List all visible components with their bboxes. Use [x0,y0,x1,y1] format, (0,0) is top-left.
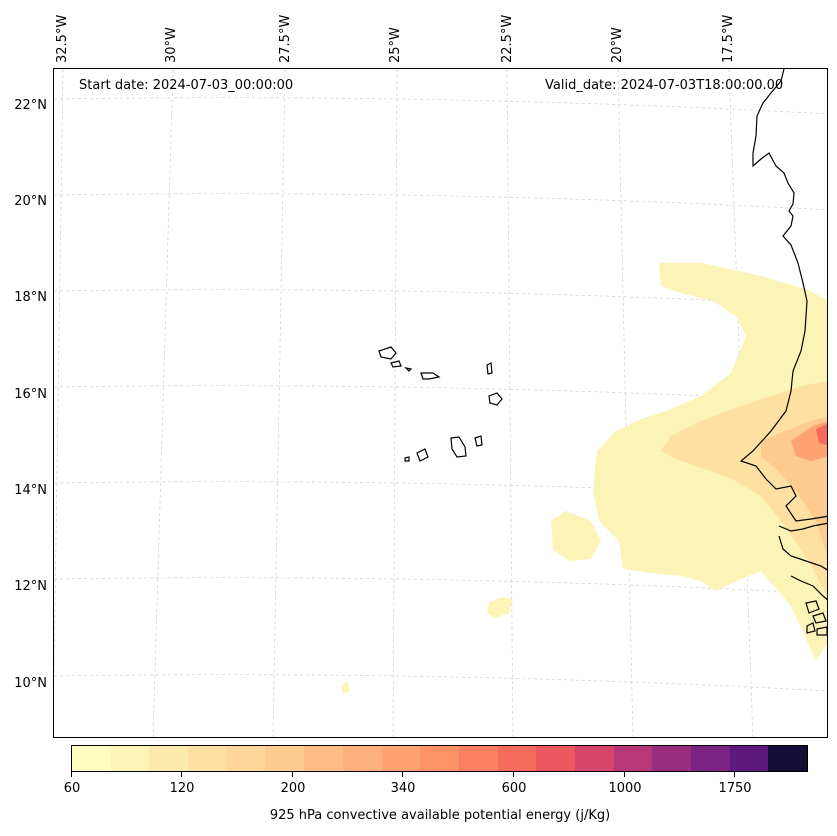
colorbar-label-200: 200 [280,781,306,796]
island-santiago [450,436,467,458]
lat-label-10n: 10°N [14,676,47,691]
lon-label-17-5w: 17.5°W [721,14,736,63]
colorbar-label-1750: 1750 [718,781,752,796]
cape-region-60-small [551,511,601,561]
parallel-12n [54,577,827,595]
colorbar-segment [226,746,266,771]
lon-label-22-5w: 22.5°W [500,14,515,63]
meridian-30w [152,69,174,737]
colorbar-segment [768,746,808,771]
cape-region-60-dot [341,681,350,694]
island-santa-luzia [404,367,413,372]
map-panel [53,68,828,738]
colorbar-tick-120 [181,772,182,777]
lon-label-30w: 30°W [164,27,179,63]
guinea-bissau-coastline [778,535,827,601]
colorbar-label-60: 60 [63,781,81,796]
colorbar-tick-340 [402,772,403,777]
graticule [54,69,827,737]
colorbar-segment [342,746,382,771]
meridian-32-5w [54,69,64,696]
colorbar-segment [110,746,150,771]
lat-label-18n: 18°N [14,290,47,305]
coastlines [378,69,827,636]
lon-label-25w: 25°W [388,27,403,63]
island-boa-vista [488,392,503,406]
parallel-10n [54,674,827,692]
colorbar-tick-60 [71,772,72,777]
island-santo-antao [378,346,397,360]
island-sal [486,362,493,375]
colorbar-segment [574,746,614,771]
island-brava [404,456,410,462]
island-sao-vicente [390,360,402,368]
colorbar-tick-200 [292,772,293,777]
parallel-14n [54,481,827,499]
valid-date-label: Valid_date: 2024-07-03T18:00:00.00 [545,78,784,93]
meridian-20w [617,69,634,737]
colorbar-label-600: 600 [501,781,527,796]
cape-region-60-speck [487,597,513,618]
colorbar-segment [188,746,227,771]
lat-label-22n: 22°N [14,98,47,113]
colorbar-segment [420,746,459,771]
cape-field [341,263,827,694]
colorbar-segment [652,746,691,771]
africa-coastline [739,69,827,522]
parallel-20n [54,193,827,211]
cape-region-600 [816,423,827,446]
lon-label-27-5w: 27.5°W [278,14,293,63]
colorbar-title: 925 hPa convective available potential e… [269,808,611,823]
colorbar-segment [613,746,653,771]
parallel-22n [54,97,827,115]
colorbar-tick-1000 [624,772,625,777]
colorbar-tick-600 [513,772,514,777]
lat-label-16n: 16°N [14,387,47,402]
colorbar-segment [304,746,343,771]
colorbar-segment [729,746,769,771]
lon-label-32-5w: 32.5°W [55,14,70,63]
colorbar-segment [691,746,730,771]
colorbar-segment [458,746,498,771]
island-maio [474,435,483,447]
colorbar-label-120: 120 [169,781,195,796]
colorbar-segment [381,746,421,771]
colorbar-label-340: 340 [390,781,416,796]
colorbar-segment [497,746,537,771]
lon-label-20w: 20°W [610,27,625,63]
gambia-coastline [778,522,827,532]
meridian-25w [392,69,398,737]
meridian-22-5w [506,69,514,737]
start-date-label: Start date: 2024-07-03_00:00:00 [79,78,294,93]
island-fogo [416,448,429,462]
lat-label-12n: 12°N [14,579,47,594]
colorbar-segment [72,746,111,771]
colorbar-segment [265,746,305,771]
parallel-18n [54,289,827,307]
lat-label-20n: 20°N [14,194,47,209]
meridian-17-5w [728,69,754,737]
parallel-16n [54,385,827,403]
colorbar-segment [536,746,575,771]
colorbar-label-1000: 1000 [608,781,642,796]
colorbar-segment [149,746,189,771]
island-sao-nicolau [420,372,441,380]
bijagos-islands [805,600,827,636]
map-canvas [54,69,827,737]
lat-label-14n: 14°N [14,483,47,498]
meridian-27-5w [272,69,286,737]
colorbar [71,745,808,772]
colorbar-tick-1750 [734,772,735,777]
